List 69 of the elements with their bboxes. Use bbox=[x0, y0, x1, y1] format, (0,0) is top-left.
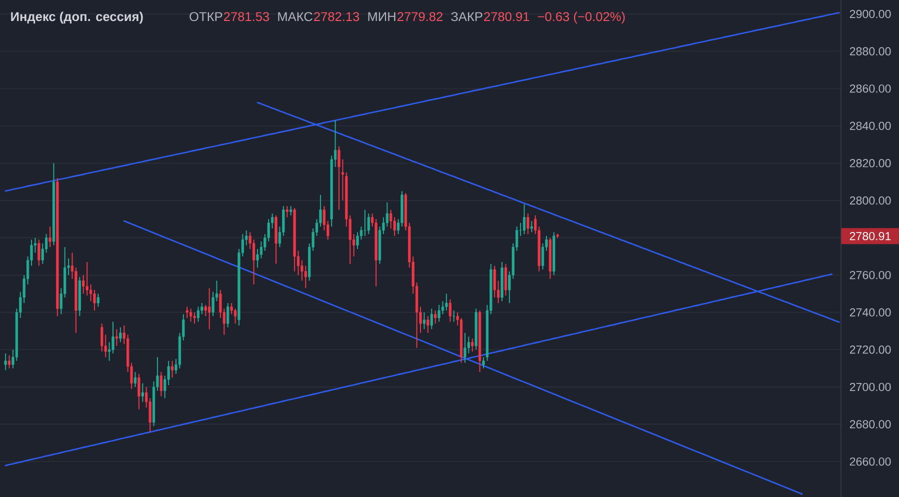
candlestick bbox=[541, 242, 544, 270]
candlestick bbox=[464, 332, 466, 364]
candlestick bbox=[504, 263, 508, 296]
annotation: ОТКР bbox=[190, 12, 222, 22]
candlestick bbox=[141, 382, 144, 402]
candlestick bbox=[526, 213, 530, 235]
candlestick bbox=[193, 312, 196, 324]
annotation: −0.63 (−0.02%) bbox=[538, 12, 625, 24]
candlestick bbox=[252, 239, 256, 285]
y-tick-label: 2720.00 bbox=[850, 346, 891, 354]
candlestick bbox=[196, 306, 200, 322]
candlestick bbox=[230, 302, 233, 315]
candlestick bbox=[4, 352, 7, 371]
candlestick bbox=[522, 204, 526, 235]
y-tick-label: 2740.00 bbox=[850, 308, 891, 316]
candlestick bbox=[430, 308, 433, 330]
candlestick bbox=[448, 298, 452, 322]
candlestick bbox=[367, 213, 370, 235]
candlestick bbox=[86, 262, 88, 296]
annotation: 2782.13 bbox=[314, 12, 360, 22]
candlestick bbox=[422, 312, 426, 330]
candlestick bbox=[438, 304, 440, 322]
candlestick bbox=[8, 354, 11, 369]
candlestick bbox=[186, 306, 188, 318]
candlestick bbox=[119, 326, 122, 343]
candlestick bbox=[493, 265, 496, 298]
candlestick bbox=[234, 308, 237, 324]
y-tick-label: 2700.00 bbox=[850, 382, 891, 392]
y-tick-label: 2680.00 bbox=[850, 420, 891, 428]
text: 2780.91 bbox=[850, 232, 891, 240]
y-tick-label: 2840.00 bbox=[850, 122, 891, 130]
candlestick bbox=[445, 293, 448, 312]
y-tick-label: 2880.00 bbox=[850, 47, 891, 56]
candlestick bbox=[134, 372, 137, 388]
y-tick-label: 2760.00 bbox=[850, 270, 891, 280]
candlestick bbox=[204, 304, 207, 317]
candlestick bbox=[338, 146, 340, 210]
candlestick bbox=[48, 226, 52, 248]
y-tick-label: 2800.00 bbox=[850, 196, 891, 205]
candlestick bbox=[170, 360, 174, 378]
candlestick bbox=[441, 300, 444, 315]
candlestick bbox=[434, 310, 437, 324]
y-tick-label: 2820.00 bbox=[850, 159, 891, 168]
candlestick bbox=[226, 302, 230, 328]
candlestick bbox=[426, 316, 430, 334]
y-tick-label: 2660.00 bbox=[850, 457, 891, 466]
candlestick bbox=[138, 373, 140, 410]
annotation: 2780.91 bbox=[484, 12, 530, 22]
candlestick bbox=[290, 206, 292, 216]
y-tick-label: 2860.00 bbox=[850, 84, 891, 93]
annotation: 2781.53 bbox=[224, 12, 270, 22]
candlestick bbox=[115, 328, 118, 346]
candlestick bbox=[200, 302, 204, 315]
candlestick bbox=[471, 338, 474, 352]
text: Индекс (доп. сессия) bbox=[11, 12, 143, 24]
candlestick bbox=[286, 206, 288, 218]
candlestick bbox=[189, 308, 192, 322]
candlestick bbox=[160, 372, 162, 397]
candlestick bbox=[96, 293, 100, 308]
annotation: ЗАКР bbox=[451, 12, 482, 22]
y-tick-label: 2900.00 bbox=[850, 10, 891, 18]
candlestick bbox=[38, 239, 40, 266]
annotation: 2779.82 bbox=[398, 12, 442, 22]
candlestick bbox=[89, 284, 92, 302]
annotation: МАКС bbox=[278, 12, 312, 22]
candlestick bbox=[530, 220, 533, 233]
annotation: МИН bbox=[368, 12, 396, 21]
candlestick bbox=[260, 241, 263, 259]
candlestick bbox=[208, 288, 211, 330]
